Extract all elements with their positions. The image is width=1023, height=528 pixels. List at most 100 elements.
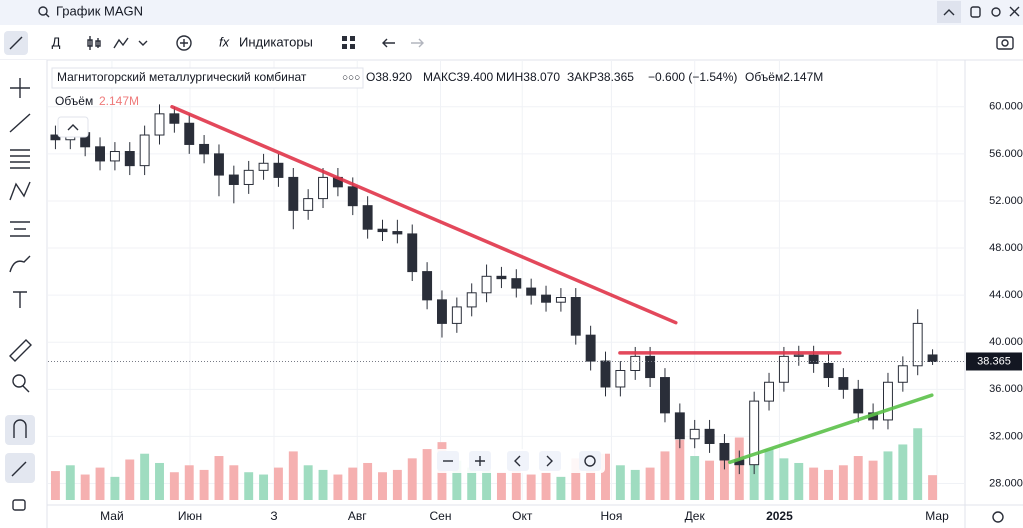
legend-low: МИН38.070: [496, 70, 560, 84]
candle-body: [808, 354, 819, 364]
scroll-left-button[interactable]: [507, 451, 529, 471]
volume-bar: [645, 467, 655, 500]
candle-body: [481, 275, 492, 294]
compare-button[interactable]: [176, 35, 192, 51]
collapse-legend-button[interactable]: [57, 116, 89, 138]
collapse-button[interactable]: [937, 1, 961, 23]
projection-tool[interactable]: [10, 221, 30, 237]
y-tick-label: 44.000: [989, 289, 1023, 301]
redo-button[interactable]: [411, 38, 424, 48]
candle-body: [199, 143, 210, 155]
undo-button[interactable]: [382, 38, 395, 48]
candle-body: [169, 113, 180, 124]
volume-bar: [556, 476, 566, 500]
candle-body: [451, 306, 462, 324]
volume-bar: [244, 472, 254, 500]
volume-bar: [883, 451, 893, 500]
search-icon[interactable]: [38, 6, 48, 16]
candle-body: [347, 186, 358, 207]
chart-style-dropdown[interactable]: [138, 40, 148, 46]
candle-body: [823, 362, 834, 379]
drawing-toolbar: [0, 60, 47, 528]
ruler-tool[interactable]: [9, 339, 32, 362]
volume-bar: [690, 456, 700, 500]
trendline-tool[interactable]: [9, 113, 31, 133]
restore-button[interactable]: [970, 6, 981, 18]
candle-body: [778, 355, 789, 383]
candle-body: [377, 228, 388, 233]
close-button[interactable]: [1009, 6, 1020, 17]
plot-area: 28.000 32.000 36.000 40.000 44.000 48.000 52.0…: [47, 60, 1023, 528]
trend-line: [170, 105, 678, 325]
chart-style-button[interactable]: [113, 37, 129, 49]
volume-bar: [779, 458, 789, 500]
window-title: График MAGN: [56, 3, 143, 18]
crosshair-tool[interactable]: [10, 78, 30, 98]
volume-bar: [630, 469, 640, 500]
volume-bar: [868, 460, 878, 500]
legend-change: −0.600 (−1.54%): [648, 70, 737, 84]
volume-bar: [898, 444, 908, 500]
volume-bar: [95, 467, 105, 500]
candle-body: [764, 381, 774, 402]
layouts-button[interactable]: [342, 36, 355, 49]
volume-bar: [169, 472, 179, 500]
zoom-tool[interactable]: [12, 374, 26, 388]
scroll-right-button[interactable]: [539, 451, 561, 471]
volume-bar: [273, 467, 283, 500]
candle-body: [258, 162, 269, 171]
legend-open: О38.920: [366, 70, 412, 84]
candle-body: [704, 428, 715, 444]
volume-bar: [259, 474, 269, 500]
candle-body: [437, 299, 447, 324]
x-tick-label: Июн: [178, 509, 202, 523]
volume-bar: [363, 462, 373, 500]
volume-bar: [214, 456, 224, 500]
candle-body: [154, 113, 165, 136]
fib-tool[interactable]: [10, 149, 30, 169]
last-price-box: [966, 352, 1022, 371]
settings-button[interactable]: [991, 7, 1001, 17]
candle-body: [214, 153, 224, 176]
volume-bar: [571, 458, 581, 500]
symbol-menu[interactable]: ○○○: [342, 73, 360, 84]
lock-tool[interactable]: [12, 499, 26, 511]
volume-bar: [601, 453, 610, 500]
reset-button[interactable]: [579, 451, 601, 471]
candle-body: [645, 355, 656, 379]
volume-bar: [675, 439, 685, 500]
last-price-label: 38.365: [977, 355, 1011, 367]
volume-bar: [853, 456, 863, 500]
text-tool[interactable]: [13, 291, 27, 308]
candle-body: [912, 322, 923, 367]
magnet-tool[interactable]: [5, 415, 35, 445]
candle-body: [853, 388, 864, 414]
volume-bar: [586, 462, 596, 500]
scroll-left-icon: [514, 455, 521, 467]
snapshot-button[interactable]: [996, 36, 1014, 50]
volume-bar: [452, 460, 462, 500]
indicators-button[interactable]: Индикаторы: [239, 34, 313, 49]
snapshot-lens: [1001, 39, 1009, 47]
axis-settings-button[interactable]: [992, 511, 1004, 523]
interval-button[interactable]: Д: [52, 34, 61, 49]
pattern-tool[interactable]: [9, 181, 31, 201]
candle-body: [407, 233, 418, 273]
candle-body: [95, 146, 105, 162]
y-tick-label: 52.000: [989, 195, 1023, 207]
candle-body: [526, 287, 537, 296]
volume-bar: [288, 451, 298, 500]
candle-body: [555, 297, 566, 303]
volume-bar: [184, 465, 194, 500]
brush-tool[interactable]: [9, 255, 31, 273]
candle-body: [139, 134, 150, 167]
candle-body: [615, 369, 626, 388]
volume-bar: [407, 458, 417, 500]
candles-button[interactable]: [87, 36, 101, 50]
x-tick-label: Дек: [685, 509, 706, 523]
volume-bar: [125, 459, 135, 500]
y-tick-label: 40.000: [989, 336, 1023, 348]
symbol-box: [51, 67, 364, 89]
volume-bar: [422, 449, 432, 500]
y-tick-label: 28.000: [989, 477, 1023, 489]
